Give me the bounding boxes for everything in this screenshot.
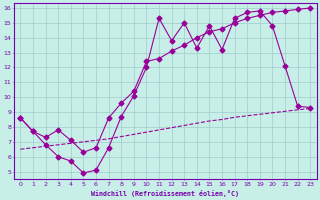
- X-axis label: Windchill (Refroidissement éolien,°C): Windchill (Refroidissement éolien,°C): [91, 190, 239, 197]
